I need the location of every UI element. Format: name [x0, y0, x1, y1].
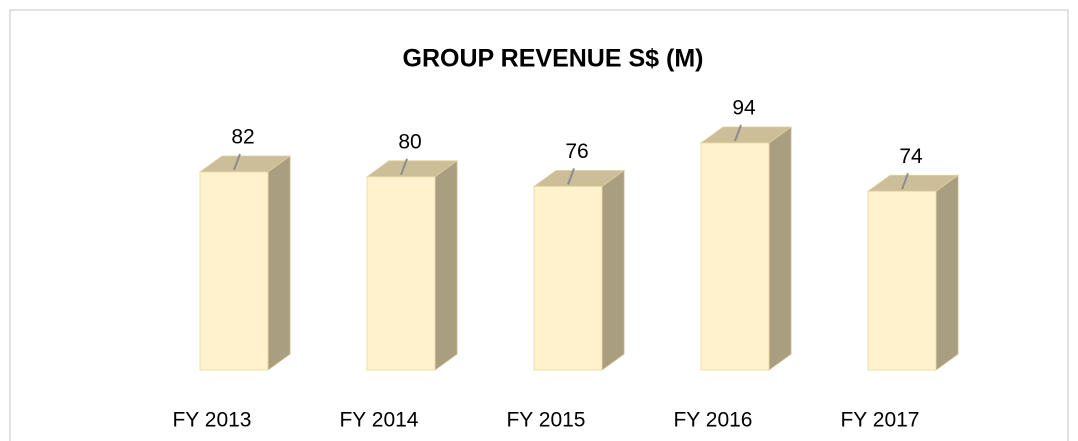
bar-side: [601, 169, 625, 371]
leader-line: [901, 172, 909, 190]
bar-side: [935, 174, 959, 371]
bar: [867, 190, 937, 371]
leader-line: [567, 168, 575, 185]
chart-title: GROUP REVENUE S$ (M): [403, 45, 704, 73]
value-label: 82: [231, 126, 254, 149]
x-tick-label: FY 2017: [840, 409, 919, 432]
bar: [366, 176, 436, 371]
value-label: 74: [899, 145, 923, 168]
bar: [533, 186, 603, 371]
x-tick-label: FY 2014: [339, 409, 418, 432]
value-label: 94: [732, 97, 756, 120]
x-tick-label: FY 2016: [673, 409, 752, 432]
bar-side: [434, 160, 458, 371]
bar-side: [267, 155, 291, 371]
x-tick-label: FY 2013: [172, 409, 251, 432]
bar: [700, 142, 770, 371]
value-label: 80: [398, 130, 421, 153]
leader-line: [233, 153, 241, 171]
leader-line: [400, 158, 408, 176]
bar-side: [768, 126, 792, 371]
value-label: 76: [565, 140, 588, 163]
x-tick-label: FY 2015: [506, 409, 585, 432]
bar: [199, 171, 269, 371]
leader-line: [734, 124, 742, 142]
